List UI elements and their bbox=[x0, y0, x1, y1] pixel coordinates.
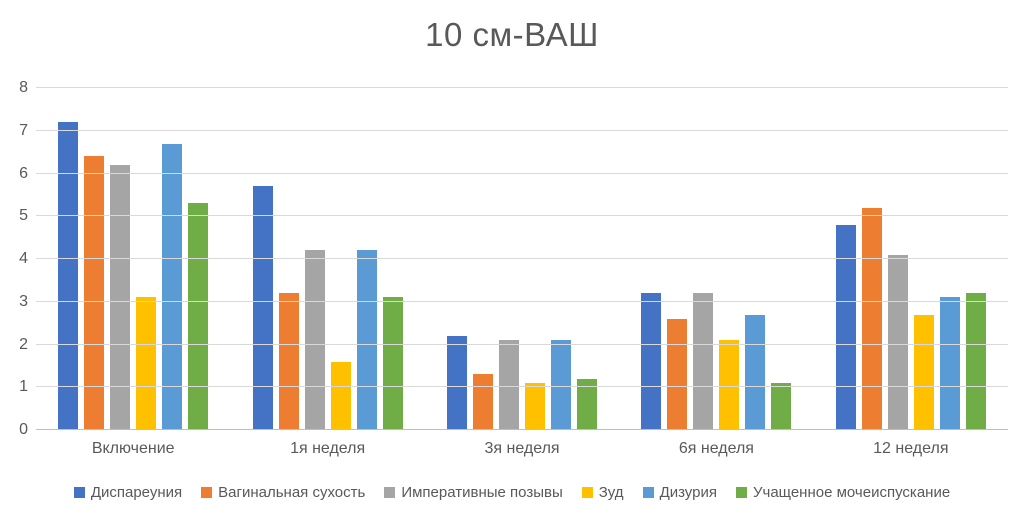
bar-group-3 bbox=[425, 88, 619, 430]
legend-item: Вагинальная сухость bbox=[201, 484, 365, 501]
legend-item: Императивные позывы bbox=[384, 484, 563, 501]
legend-label: Диспареуния bbox=[90, 484, 183, 501]
bar bbox=[551, 340, 572, 430]
x-tick-label: 3я неделя bbox=[484, 440, 560, 457]
bar bbox=[330, 361, 351, 430]
y-axis: 0 1 2 3 4 5 6 7 8 bbox=[2, 79, 28, 438]
bar bbox=[382, 297, 403, 430]
bar bbox=[278, 293, 299, 430]
bar bbox=[447, 335, 468, 430]
bar-groups bbox=[36, 88, 1008, 430]
y-tick-label: 8 bbox=[19, 79, 28, 96]
gridline bbox=[36, 172, 1008, 174]
bar-group-2 bbox=[230, 88, 424, 430]
y-tick-label: 6 bbox=[19, 164, 28, 182]
bar bbox=[110, 164, 131, 430]
bar bbox=[667, 318, 688, 430]
bar bbox=[473, 374, 494, 430]
x-axis-line bbox=[36, 429, 1008, 430]
legend-item: Учащенное мочеиспускание bbox=[735, 484, 951, 501]
legend-label: Учащенное мочеиспускание bbox=[752, 484, 951, 501]
legend: Диспареуния Вагинальная сухость Императивн… bbox=[0, 484, 1024, 501]
bar bbox=[861, 207, 882, 430]
chart-title: 10 см-ВАШ bbox=[425, 16, 599, 53]
bar bbox=[913, 314, 934, 430]
gridline bbox=[36, 129, 1008, 131]
legend-label: Дизурия bbox=[659, 484, 717, 501]
x-tick-label: 1я неделя bbox=[290, 440, 366, 457]
bar bbox=[162, 143, 183, 430]
bar bbox=[136, 297, 157, 430]
bar bbox=[641, 293, 662, 430]
bar bbox=[745, 314, 766, 430]
legend-swatch-icon bbox=[73, 487, 85, 498]
y-tick-label: 4 bbox=[19, 250, 28, 267]
legend-swatch-icon bbox=[384, 487, 396, 498]
y-tick-label: 0 bbox=[19, 421, 28, 438]
bar bbox=[499, 340, 520, 430]
x-tick-label: Включение bbox=[91, 440, 175, 457]
y-tick-label: 1 bbox=[19, 378, 28, 396]
legend-swatch-icon bbox=[642, 487, 654, 498]
bar bbox=[771, 382, 792, 430]
bar bbox=[304, 250, 325, 430]
x-tick-label: 12 неделя bbox=[873, 440, 949, 457]
legend-swatch-icon bbox=[581, 487, 593, 498]
bar bbox=[356, 250, 377, 430]
gridline bbox=[36, 300, 1008, 302]
y-tick-label: 3 bbox=[19, 292, 28, 310]
y-tick-label: 5 bbox=[19, 207, 28, 225]
gridline bbox=[36, 87, 1008, 88]
legend-item: Диспареуния bbox=[73, 484, 183, 501]
bar bbox=[719, 340, 740, 430]
legend-swatch-icon bbox=[735, 487, 747, 498]
bar bbox=[939, 297, 960, 430]
bar bbox=[188, 203, 209, 430]
plot-area bbox=[36, 87, 1008, 430]
bar bbox=[525, 382, 546, 430]
bar bbox=[835, 224, 856, 430]
y-tick-label: 7 bbox=[19, 121, 28, 139]
x-tick-label: 6я неделя bbox=[678, 440, 754, 457]
gridline bbox=[36, 386, 1008, 388]
legend-label: Зуд bbox=[598, 484, 624, 501]
bar bbox=[887, 254, 908, 430]
bar bbox=[577, 378, 598, 430]
legend-item: Зуд bbox=[581, 484, 624, 501]
gridline bbox=[36, 215, 1008, 217]
bar-group-4 bbox=[619, 88, 813, 430]
legend-label: Вагинальная сухость bbox=[218, 484, 366, 501]
bar bbox=[252, 186, 273, 430]
gridline bbox=[36, 343, 1008, 345]
gridline bbox=[36, 258, 1008, 259]
bar-group-5 bbox=[814, 88, 1008, 430]
x-axis: Включение 1я неделя 3я неделя 6я неделя 12 н… bbox=[36, 440, 1008, 458]
y-tick-label: 2 bbox=[19, 335, 28, 353]
legend-item: Дизурия bbox=[642, 484, 717, 501]
bar bbox=[693, 293, 714, 430]
legend-swatch-icon bbox=[201, 487, 213, 498]
legend-label: Императивные позывы bbox=[401, 484, 563, 501]
bar bbox=[84, 156, 105, 430]
bar bbox=[58, 122, 79, 430]
bar-group-1 bbox=[36, 88, 230, 430]
bar bbox=[965, 293, 986, 430]
